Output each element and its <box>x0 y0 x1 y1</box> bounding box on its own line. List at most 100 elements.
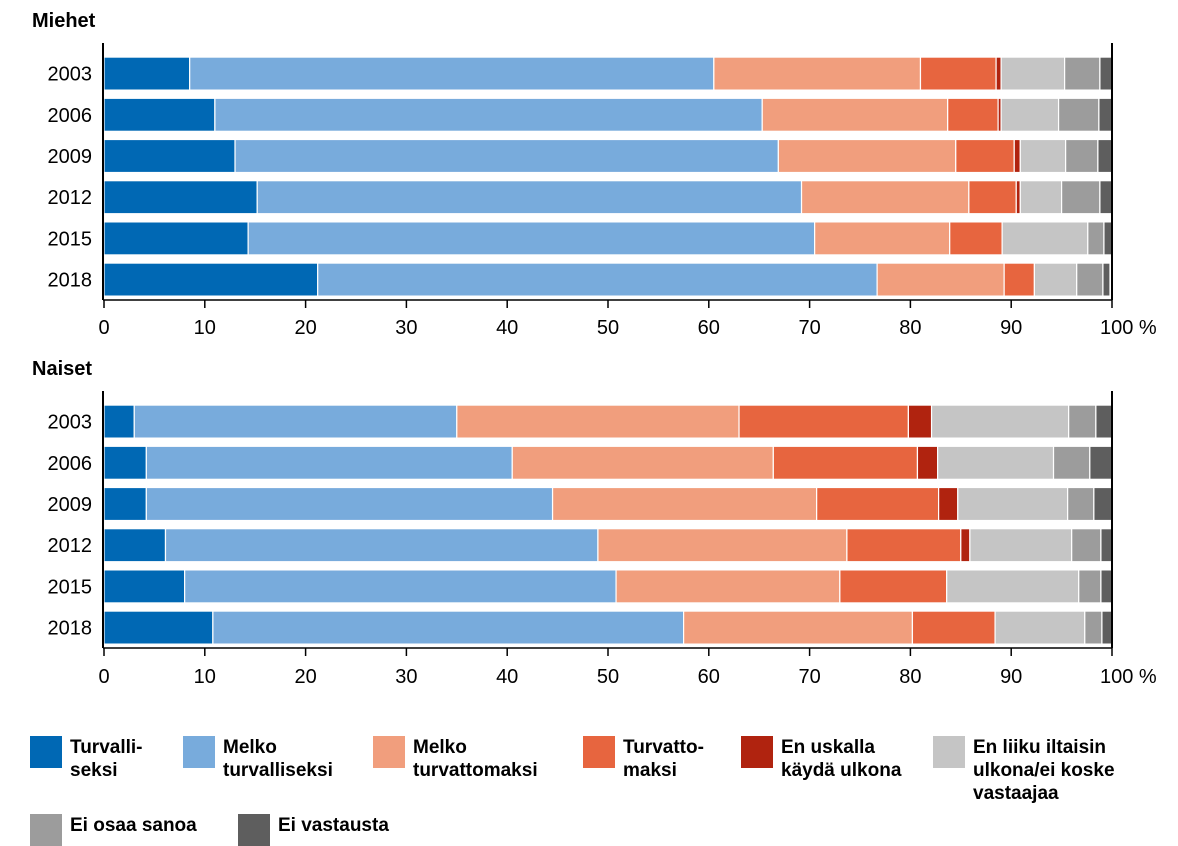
x-tick-label: 100 % <box>1100 317 1157 339</box>
bar-segment-naiset-2006-turvalliseksi <box>103 445 147 480</box>
legend-item-turvalliseksi: Turvalli- seksi <box>30 736 143 782</box>
bar-segment-miehet-2015-turvalliseksi <box>103 221 249 256</box>
bar-segment-naiset-2009-en-uskalla-käydä-ulkona <box>938 486 959 522</box>
bar-segment-miehet-2009-melko-turvalliseksi <box>234 138 779 174</box>
bar-segment-miehet-2006-melko-turvattomaksi <box>761 97 949 132</box>
legend-swatch-turvalliseksi <box>30 736 62 768</box>
bar-segment-miehet-2015-ei-vastausta <box>1103 221 1113 256</box>
legend-label-melko-turvattomaksi: Melko turvattomaksi <box>413 737 538 781</box>
bar-segment-naiset-2018-melko-turvattomaksi <box>682 610 914 645</box>
x-tick-label: 90 <box>1000 317 1022 339</box>
y-tick-label: 2009 <box>48 146 93 168</box>
bar-segment-miehet-2009-ei-vastausta <box>1097 138 1113 174</box>
bar-segment-naiset-2006-melko-turvattomaksi <box>511 445 774 480</box>
bar-segment-miehet-2015-turvattomaksi <box>949 221 1003 256</box>
bar-segment-naiset-2009-turvalliseksi <box>103 486 147 522</box>
y-tick-label: 2006 <box>48 453 93 475</box>
bar-segment-miehet-2006-melko-turvalliseksi <box>214 97 763 132</box>
x-tick-label: 20 <box>294 666 316 688</box>
bar-segment-naiset-2003-turvalliseksi <box>103 404 135 439</box>
x-tick-label: 30 <box>395 666 417 688</box>
bar-segment-miehet-2003-melko-turvalliseksi <box>189 56 715 91</box>
bar-segment-miehet-2006-ei-osaa-sanoa <box>1057 97 1100 132</box>
bar-segment-miehet-2015-melko-turvattomaksi <box>814 221 951 256</box>
bar-segment-naiset-2003-melko-turvattomaksi <box>456 404 740 439</box>
legend-label-ei-vastausta: Ei vastausta <box>278 815 389 836</box>
bar-segment-naiset-2009-melko-turvattomaksi <box>551 486 818 522</box>
x-tick-label: 50 <box>597 317 619 339</box>
bar-segment-naiset-2012-turvattomaksi <box>846 528 962 563</box>
bar-segment-naiset-2015-melko-turvalliseksi <box>184 569 617 604</box>
legend-swatch-melko-turvalliseksi <box>183 736 215 768</box>
bar-segment-miehet-2012-en-liiku-iltaisin-ulkona-ei-koske-vastaajaa <box>1019 180 1063 215</box>
x-tick-label: 90 <box>1000 666 1022 688</box>
legend-label-turvalliseksi: Turvalli- seksi <box>70 737 143 781</box>
bar-segment-miehet-2006-turvalliseksi <box>103 97 216 132</box>
bar-segment-naiset-2003-ei-vastausta <box>1095 404 1113 439</box>
x-tick-label: 0 <box>98 666 109 688</box>
bar-segment-naiset-2018-en-liiku-iltaisin-ulkona-ei-koske-vastaajaa <box>994 610 1086 645</box>
bar-segment-miehet-2003-turvalliseksi <box>103 56 191 91</box>
y-tick-label: 2015 <box>48 228 93 250</box>
y-tick-label: 2003 <box>48 412 93 434</box>
bar-segment-miehet-2003-ei-osaa-sanoa <box>1064 56 1101 91</box>
bar-segment-miehet-2018-melko-turvalliseksi <box>317 262 878 297</box>
bar-segment-naiset-2018-melko-turvalliseksi <box>212 610 685 645</box>
bar-segment-naiset-2015-ei-vastausta <box>1100 569 1113 604</box>
bar-segment-miehet-2012-ei-osaa-sanoa <box>1060 180 1101 215</box>
bar-segment-naiset-2009-ei-vastausta <box>1093 486 1113 522</box>
legend-swatch-ei-osaa-sanoa <box>30 814 62 846</box>
bar-segment-miehet-2012-melko-turvattomaksi <box>800 180 970 215</box>
bar-segment-miehet-2018-turvalliseksi <box>103 262 319 297</box>
legend-swatch-ei-vastausta <box>238 814 270 846</box>
y-tick-label: 2006 <box>48 105 93 127</box>
x-tick-label: 80 <box>899 666 921 688</box>
bar-segment-naiset-2012-ei-osaa-sanoa <box>1071 528 1102 563</box>
bar-segment-miehet-2012-turvattomaksi <box>968 180 1017 215</box>
legend-item-en-liiku: En liiku iltaisin ulkona/ei koske vastaa… <box>933 736 1115 805</box>
x-tick-label: 50 <box>597 666 619 688</box>
bar-segment-naiset-2018-turvalliseksi <box>103 610 214 645</box>
y-tick-label: 2009 <box>48 494 93 516</box>
bar-segment-naiset-2006-ei-osaa-sanoa <box>1052 445 1091 480</box>
legend-item-en-uskalla: En uskalla käydä ulkona <box>741 736 901 782</box>
legend-item-melko-turvalliseksi: Melko turvalliseksi <box>183 736 333 782</box>
bar-segment-naiset-2015-ei-osaa-sanoa <box>1078 569 1102 604</box>
bar-segment-naiset-2015-melko-turvattomaksi <box>615 569 841 604</box>
legend: Turvalli- seksi Melko turvalliseksi Melk… <box>30 736 1170 846</box>
bar-segment-naiset-2012-melko-turvalliseksi <box>164 528 599 563</box>
x-tick-label: 10 <box>194 666 216 688</box>
y-tick-label: 2015 <box>48 576 93 598</box>
x-tick-label: 70 <box>798 666 820 688</box>
bar-segment-naiset-2003-melko-turvalliseksi <box>133 404 458 439</box>
panel-title-miehet: Miehet <box>32 10 96 32</box>
x-tick-label: 0 <box>98 317 109 339</box>
legend-swatch-en-liiku <box>933 736 965 768</box>
bar-segment-naiset-2018-turvattomaksi <box>911 610 996 645</box>
bar-segment-naiset-2015-en-liiku-iltaisin-ulkona-ei-koske-vastaajaa <box>946 569 1080 604</box>
x-tick-label: 40 <box>496 666 518 688</box>
bar-segment-naiset-2006-melko-turvalliseksi <box>145 445 513 480</box>
bar-segment-miehet-2012-ei-vastausta <box>1099 180 1113 215</box>
bar-segment-naiset-2012-ei-vastausta <box>1100 528 1113 563</box>
bar-segment-naiset-2012-en-uskalla-käydä-ulkona <box>960 528 971 563</box>
legend-label-melko-turvalliseksi: Melko turvalliseksi <box>223 737 333 781</box>
x-tick-label: 60 <box>698 666 720 688</box>
bar-segment-miehet-2003-melko-turvattomaksi <box>713 56 922 91</box>
bar-segment-naiset-2003-en-uskalla-käydä-ulkona <box>907 404 933 439</box>
y-tick-label: 2018 <box>48 618 93 640</box>
bar-segment-miehet-2018-ei-vastausta <box>1102 262 1111 297</box>
bar-segment-miehet-2015-melko-turvalliseksi <box>247 221 816 256</box>
bar-segment-naiset-2003-en-liiku-iltaisin-ulkona-ei-koske-vastaajaa <box>930 404 1070 439</box>
bar-segment-naiset-2018-ei-vastausta <box>1101 610 1113 645</box>
bar-segment-miehet-2006-turvattomaksi <box>947 97 999 132</box>
x-tick-label: 80 <box>899 317 921 339</box>
bar-segment-naiset-2012-en-liiku-iltaisin-ulkona-ei-koske-vastaajaa <box>969 528 1073 563</box>
bar-segment-miehet-2018-turvattomaksi <box>1003 262 1035 297</box>
x-tick-label: 100 % <box>1100 666 1157 688</box>
bar-segment-miehet-2003-ei-vastausta <box>1099 56 1113 91</box>
y-tick-label: 2003 <box>48 64 93 86</box>
bar-segment-miehet-2012-melko-turvalliseksi <box>256 180 803 215</box>
bar-segment-miehet-2015-en-liiku-iltaisin-ulkona-ei-koske-vastaajaa <box>1001 221 1089 256</box>
x-tick-label: 10 <box>194 317 216 339</box>
